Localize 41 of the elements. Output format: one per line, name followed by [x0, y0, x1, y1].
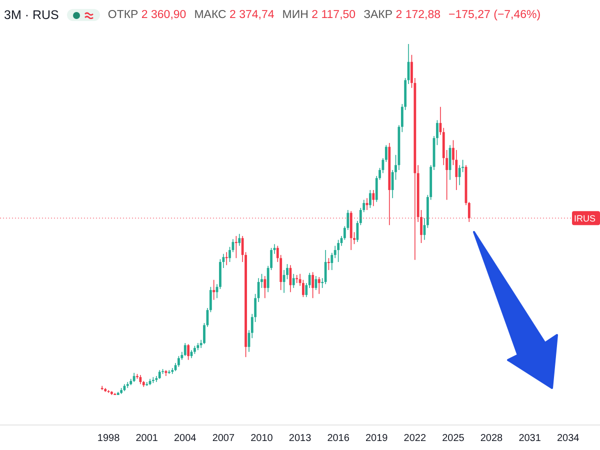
candlestick — [187, 344, 190, 360]
text: ЗАКР 2 172,88 — [364, 9, 441, 21]
candlestick — [318, 276, 320, 294]
text: −175,27 (−7,46%) — [448, 9, 541, 21]
ref-line-label: IRUS — [574, 214, 596, 224]
x-tick-label: 2007 — [212, 433, 235, 444]
candlestick — [238, 233, 241, 246]
candlestick — [337, 239, 340, 262]
candlestick — [312, 272, 314, 299]
candlestick — [178, 356, 180, 368]
x-tick-label: 2016 — [327, 433, 350, 444]
candlestick — [100, 385, 104, 390]
x-tick-label: 2031 — [518, 433, 542, 444]
x-tick-label: 2022 — [404, 433, 426, 444]
candlestick — [225, 252, 228, 266]
candlestick — [328, 258, 330, 270]
text: МИН 2 117,50 — [282, 9, 356, 21]
candlestick — [372, 190, 375, 207]
x-tick-label: 2013 — [288, 433, 312, 444]
candlestick — [292, 274, 295, 288]
x-tick-label: 2028 — [480, 433, 504, 444]
x-tick-label: 2034 — [557, 433, 580, 444]
candlestick — [212, 279, 216, 300]
candlestick — [132, 372, 136, 382]
candlestick — [369, 190, 372, 208]
chart-title: 3M · RUS — [4, 8, 59, 22]
x-tick-label: 2004 — [174, 433, 197, 444]
x-tick-label: 2019 — [366, 433, 388, 444]
text: ОТКР 2 360,90 — [108, 9, 186, 21]
x-tick-label: 1998 — [97, 433, 120, 444]
candlestick — [264, 276, 266, 299]
x-tick-label: 2001 — [136, 433, 158, 444]
x-tick-label: 2010 — [250, 433, 274, 444]
text: МАКС 2 374,74 — [194, 9, 274, 21]
candlestick — [289, 264, 292, 293]
candlestick — [234, 236, 238, 259]
x-tick-label: 2025 — [442, 433, 465, 444]
candlestick — [146, 382, 148, 386]
candlestick — [139, 374, 142, 385]
candlestick — [184, 342, 186, 356]
candlestick — [324, 250, 327, 284]
